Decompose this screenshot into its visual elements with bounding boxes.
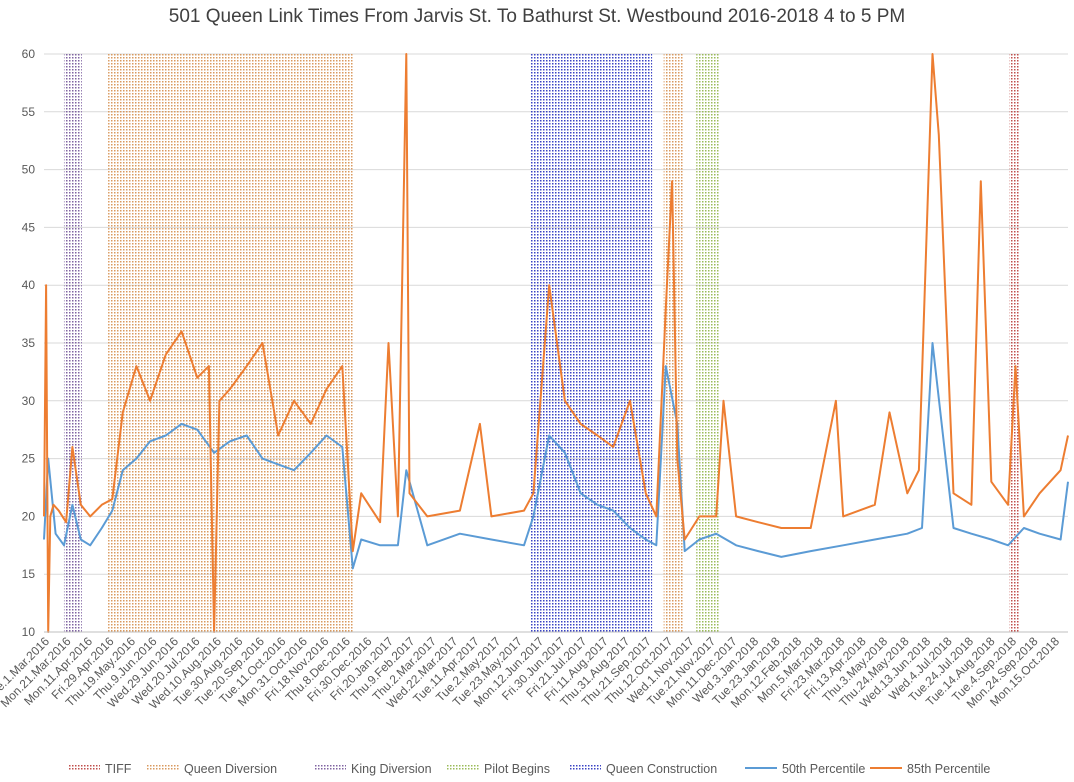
legend-label: Pilot Begins bbox=[484, 762, 550, 776]
band-queen-diversion bbox=[108, 54, 353, 632]
series-line-50th-percentile bbox=[43, 342, 1069, 570]
legend-swatch bbox=[147, 764, 179, 771]
y-tick-label: 20 bbox=[22, 509, 36, 523]
band-pilot-begins bbox=[696, 54, 720, 632]
band-tiff bbox=[1009, 54, 1020, 632]
band-queen-construction bbox=[530, 54, 653, 632]
legend-label: TIFF bbox=[105, 762, 132, 776]
chart-title: 501 Queen Link Times From Jarvis St. To … bbox=[168, 6, 906, 27]
y-tick-label: 15 bbox=[22, 567, 36, 581]
band-king-diversion bbox=[63, 54, 82, 632]
y-tick-label: 45 bbox=[22, 220, 36, 234]
legend-swatch bbox=[447, 764, 479, 771]
y-tick-label: 30 bbox=[22, 394, 36, 408]
y-tick-label: 60 bbox=[22, 47, 36, 61]
legend-label: 85th Percentile bbox=[907, 762, 990, 776]
band-queen-diversion bbox=[663, 54, 683, 632]
legend-label: 50th Percentile bbox=[782, 762, 865, 776]
legend-label: Queen Construction bbox=[606, 762, 717, 776]
legend-swatch bbox=[569, 764, 601, 771]
y-tick-label: 25 bbox=[22, 452, 36, 466]
y-tick-label: 50 bbox=[22, 163, 36, 177]
legend-label: Queen Diversion bbox=[184, 762, 277, 776]
y-tick-label: 35 bbox=[22, 336, 36, 350]
series-line-85th-percentile bbox=[43, 53, 1069, 633]
y-tick-label: 10 bbox=[22, 625, 36, 639]
legend-label: King Diversion bbox=[351, 762, 432, 776]
y-tick-label: 55 bbox=[22, 105, 36, 119]
legend-swatch bbox=[68, 764, 100, 771]
y-tick-label: 40 bbox=[22, 278, 36, 292]
legend-swatch bbox=[314, 764, 346, 771]
